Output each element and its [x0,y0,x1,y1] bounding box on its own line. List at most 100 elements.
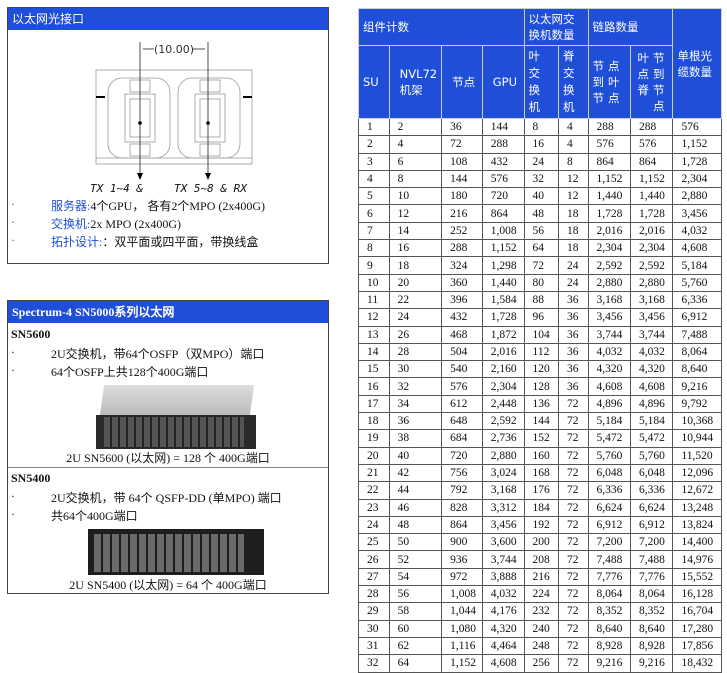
table-cell: 756 [441,463,483,483]
table-cell: 1,728 [481,308,525,327]
table-cell: 4,608 [481,654,525,673]
table-cell: 7,488 [587,550,632,569]
tx-right-label: TX 5~8 & RX [174,182,247,195]
table-cell: 4 [557,117,589,137]
table-row: 23 46 828 3,312 184 72 6,624 6,624 13,248 [358,498,722,517]
table-cell: 3,024 [481,463,525,483]
table-cell: 96 [523,308,559,327]
table-cell: 18 [358,412,390,431]
table-cell: 26 [358,550,390,569]
table-cell: 72 [557,412,589,431]
table-row: 22 44 792 3,168 176 72 6,336 6,336 12,672 [358,481,722,500]
table-row: 31 62 1,116 4,464 248 72 8,928 8,928 17,856 [358,636,722,656]
panel-title: Spectrum-4 SN5000系列以太网 [8,301,328,323]
table-cell: 1,152 [672,135,722,154]
table-cell: 144 [481,117,525,137]
table-cell: 5,760 [672,273,722,292]
table-cell: 216 [523,567,559,587]
sn5600-switch-image [96,385,256,449]
panel-title: 以太网光接口 [8,8,328,30]
table-cell: 7,488 [629,550,674,569]
table-cell: 4,320 [481,619,525,638]
table-cell: 72 [557,567,589,587]
table-cell: 6,912 [672,308,722,327]
table-cell: 864 [441,515,483,535]
header-spine-switch: 脊交换机 [557,45,589,119]
table-cell: 16,128 [672,585,722,604]
table-row: 29 58 1,044 4,176 232 72 8,352 8,352 16,704 [358,602,722,621]
table-cell: 192 [523,515,559,535]
header-leaf-to-spine: 叶节点到脊节点 [629,45,674,119]
table-cell: 288 [629,117,674,137]
table-cell: 12 [388,204,443,223]
table-cell: 36 [557,290,589,310]
table-cell: 864 [629,152,674,171]
table-cell: 36 [388,412,443,431]
table-row: 10 20 360 1,440 80 24 2,880 2,880 5,760 [358,273,722,292]
table-cell: 504 [441,342,483,362]
mpo-connector-diagram: (10.00) [95,42,253,180]
table-cell: 12 [557,169,589,189]
table-cell: 9 [358,256,390,275]
sn5600-bullet: 64个OSFP上共128个400G端口 [51,365,209,379]
table-cell: 16 [388,239,443,258]
table-cell: 176 [523,481,559,500]
table-cell: 36 [557,342,589,362]
table-cell: 72 [557,394,589,414]
table-cell: 2,736 [481,429,525,448]
table-cell: 5,472 [587,429,632,448]
table-cell: 4,176 [481,602,525,621]
table-cell: 18,432 [672,654,722,673]
table-row: 25 50 900 3,600 200 72 7,200 7,200 14,400 [358,533,722,552]
table-cell: 52 [388,550,443,569]
table-cell: 104 [523,325,559,344]
table-row: 8 16 288 1,152 64 18 2,304 2,304 4,608 [358,239,722,258]
bullet-text: 4个GPU， 各有2个MPO (2x400G) [90,199,266,213]
table-cell: 8,352 [587,602,632,621]
table-cell: 24 [557,273,589,292]
table-cell: 200 [523,533,559,552]
table-cell: 8 [388,169,443,189]
table-cell: 24 [388,308,443,327]
table-cell: 3,168 [587,290,632,310]
table-cell: 72 [557,481,589,500]
table-cell: 72 [557,619,589,638]
table-cell: 18 [388,256,443,275]
sn5400-title: SN5400 [11,471,51,485]
table-cell: 5 [358,187,390,206]
table-row: 30 60 1,080 4,320 240 72 8,640 8,640 17,280 [358,619,722,638]
table-cell: 3,744 [481,550,525,569]
table-cell: 256 [523,654,559,673]
table-cell: 4,608 [587,377,632,396]
table-cell: 7,488 [672,325,722,344]
table-cell: 22 [358,481,390,500]
table-cell: 12,672 [672,481,722,500]
table-cell: 612 [441,394,483,414]
table-cell: 72 [557,654,589,673]
table-cell: 58 [388,602,443,621]
table-cell: 1 [358,117,390,137]
table-cell: 2,304 [629,239,674,258]
table-cell: 2,160 [481,360,525,379]
table-cell: 1,298 [481,256,525,275]
table-cell: 2,880 [481,446,525,465]
table-cell: 3,744 [587,325,632,344]
table-cell: 6,912 [629,515,674,535]
group-header-ethernet-switches: 以太网交换机数量 [523,8,589,46]
table-cell: 324 [441,256,483,275]
table-cell: 7 [358,221,390,241]
header-single-cables: 单根光缆数量 [672,8,722,119]
table-cell: 9,216 [629,654,674,673]
table-cell: 8,928 [587,636,632,656]
sn5600-title: SN5600 [11,327,51,341]
table-cell: 26 [388,325,443,344]
table-row: 7 14 252 1,008 56 18 2,016 2,016 4,032 [358,221,722,241]
table-cell: 3,888 [481,567,525,587]
table-cell: 17,280 [672,619,722,638]
table-cell: 2,448 [481,394,525,414]
table-cell: 8 [557,152,589,171]
table-cell: 1,728 [629,204,674,223]
table-cell: 2,592 [587,256,632,275]
table-cell: 7,776 [587,567,632,587]
table-cell: 576 [587,135,632,154]
